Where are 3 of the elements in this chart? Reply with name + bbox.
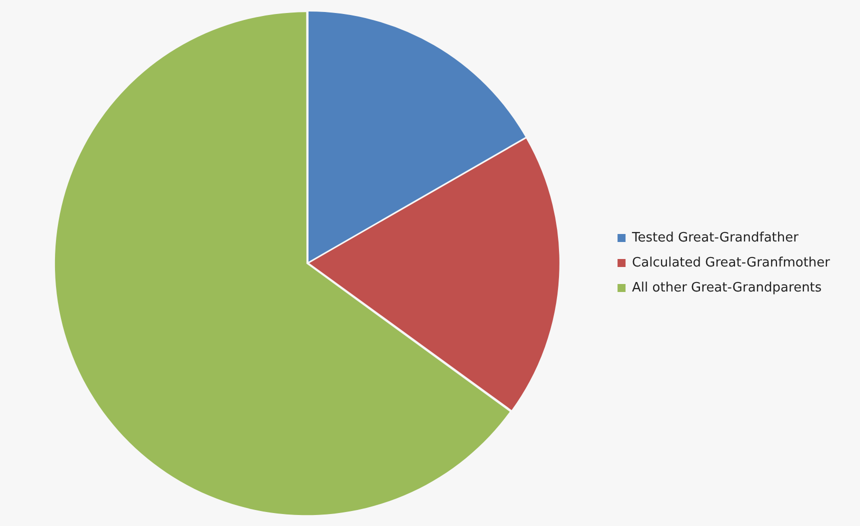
legend-label: All other Great-Grandparents <box>632 280 822 296</box>
legend-label: Tested Great-Grandfather <box>631 230 800 246</box>
legend-label: Calculated Great-Granfmother <box>632 255 831 270</box>
